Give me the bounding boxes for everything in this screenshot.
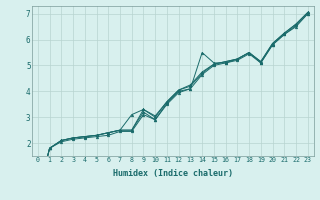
X-axis label: Humidex (Indice chaleur): Humidex (Indice chaleur) <box>113 169 233 178</box>
